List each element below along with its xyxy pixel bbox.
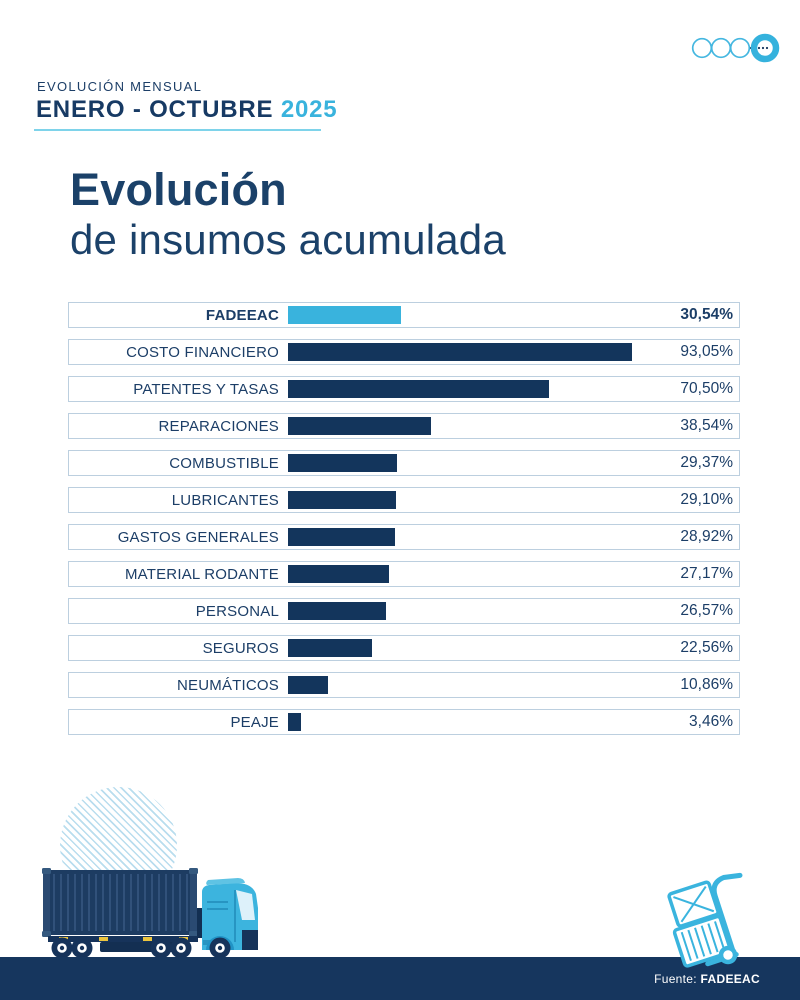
category-label: SEGUROS — [202, 639, 279, 657]
container-truck-illustration — [42, 868, 258, 959]
chart-row: REPARACIONES 38,54% — [68, 413, 740, 439]
bar-track — [288, 343, 667, 361]
value-label: 29,10% — [680, 491, 733, 508]
chart-row: COMBUSTIBLE 29,37% — [68, 450, 740, 476]
category-label: NEUMÁTICOS — [176, 676, 279, 694]
period-year: 2025 — [280, 96, 338, 123]
category-label: GASTOS GENERALES — [117, 528, 279, 546]
value-label: 27,17% — [680, 565, 733, 582]
bar-track — [288, 528, 667, 546]
bar-track — [288, 639, 667, 657]
chart-row: NEUMÁTICOS 10,86% — [68, 672, 740, 698]
category-label: REPARACIONES — [158, 417, 279, 435]
category-label: PERSONAL — [195, 602, 279, 620]
bar-track — [288, 491, 667, 509]
bar-chart: FADEEAC 30,54% COSTO FINANCIERO 93,05% PATEN… — [68, 302, 740, 746]
bar-track — [288, 454, 667, 472]
page-title: Evolución de insumos acumulada — [70, 165, 506, 264]
chart-row: SEGUROS 22,56% — [68, 635, 740, 661]
value-label: 26,57% — [680, 602, 733, 619]
source-caption: Fuente: FADEEAC — [654, 972, 760, 986]
chart-row: PEAJE 3,46% — [68, 709, 740, 735]
fadeeac-logo-icon — [691, 33, 780, 63]
category-label: LUBRICANTES — [171, 491, 279, 509]
category-label: PATENTES Y TASAS — [133, 380, 279, 398]
chart-row: PERSONAL 26,57% — [68, 598, 740, 624]
header-underline — [34, 129, 321, 131]
chart-row: MATERIAL RODANTE 27,17% — [68, 561, 740, 587]
chart-row: GASTOS GENERALES 28,92% — [68, 524, 740, 550]
source-value: FADEEAC — [700, 971, 760, 986]
value-label: 93,05% — [680, 343, 733, 360]
page-title-line2: de insumos acumulada — [70, 216, 506, 263]
period-range: ENERO - OCTUBRE — [36, 96, 281, 123]
category-label: MATERIAL RODANTE — [124, 565, 279, 583]
chart-row: PATENTES Y TASAS 70,50% — [68, 376, 740, 402]
value-bar — [288, 713, 301, 731]
value-label: 28,92% — [680, 528, 733, 545]
chart-row: COSTO FINANCIERO 93,05% — [68, 339, 740, 365]
value-bar — [288, 491, 396, 509]
value-bar — [288, 639, 372, 657]
category-label: FADEEAC — [205, 306, 279, 324]
category-label: PEAJE — [230, 713, 279, 731]
category-label: COSTO FINANCIERO — [126, 343, 279, 361]
chart-row: FADEEAC 30,54% — [68, 302, 740, 328]
value-label: 70,50% — [680, 380, 733, 397]
value-bar — [288, 306, 401, 324]
bar-track — [288, 602, 667, 620]
value-bar — [288, 528, 395, 546]
value-label: 10,86% — [680, 676, 733, 693]
footer-bar: Fuente: FADEEAC — [0, 957, 800, 1000]
bar-track — [288, 306, 667, 324]
value-bar — [288, 454, 397, 472]
value-bar — [288, 565, 389, 583]
bar-track — [288, 713, 667, 731]
value-bar — [288, 417, 431, 435]
category-label: COMBUSTIBLE — [169, 454, 279, 472]
value-label: 3,46% — [689, 713, 733, 730]
value-label: 22,56% — [680, 639, 733, 656]
bar-track — [288, 380, 667, 398]
value-label: 30,54% — [680, 306, 733, 323]
source-label: Fuente: — [654, 971, 701, 986]
value-bar — [288, 343, 633, 361]
value-bar — [288, 380, 549, 398]
value-bar — [288, 676, 329, 694]
bar-track — [288, 565, 667, 583]
bar-track — [288, 676, 667, 694]
header-kicker: EVOLUCIÓN MENSUAL — [37, 79, 203, 94]
value-label: 29,37% — [680, 454, 733, 471]
chart-row: LUBRICANTES 29,10% — [68, 487, 740, 513]
bar-track — [288, 417, 667, 435]
value-bar — [288, 602, 387, 620]
value-label: 38,54% — [680, 417, 733, 434]
header-period: ENERO - OCTUBRE 2025 — [36, 95, 337, 125]
page-title-line1: Evolución — [70, 164, 287, 215]
hand-truck-icon — [667, 872, 743, 968]
